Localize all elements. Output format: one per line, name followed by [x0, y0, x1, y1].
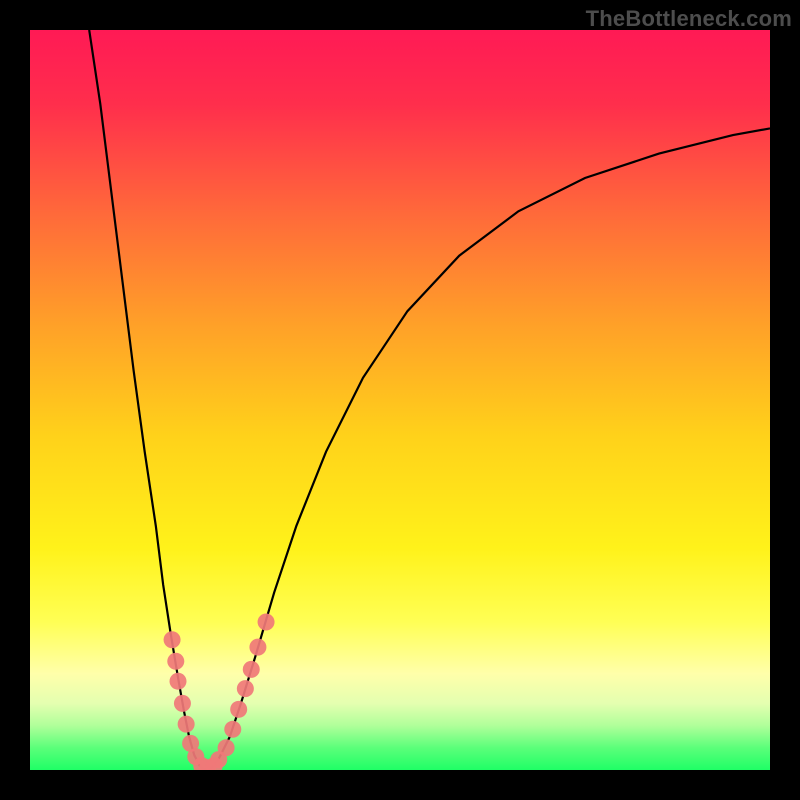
data-marker — [174, 695, 191, 712]
data-marker — [218, 739, 235, 756]
data-marker — [170, 673, 187, 690]
data-marker — [178, 716, 195, 733]
curves-layer — [30, 30, 770, 770]
plot-area — [30, 30, 770, 770]
watermark-text: TheBottleneck.com — [586, 6, 792, 32]
curve-left — [89, 30, 204, 770]
curve-right — [204, 128, 770, 770]
data-marker — [164, 631, 181, 648]
data-marker — [224, 721, 241, 738]
chart-frame: TheBottleneck.com — [0, 0, 800, 800]
data-marker — [243, 661, 260, 678]
data-marker — [249, 639, 266, 656]
data-marker — [230, 701, 247, 718]
data-marker — [258, 614, 275, 631]
data-marker — [237, 680, 254, 697]
data-marker — [167, 653, 184, 670]
